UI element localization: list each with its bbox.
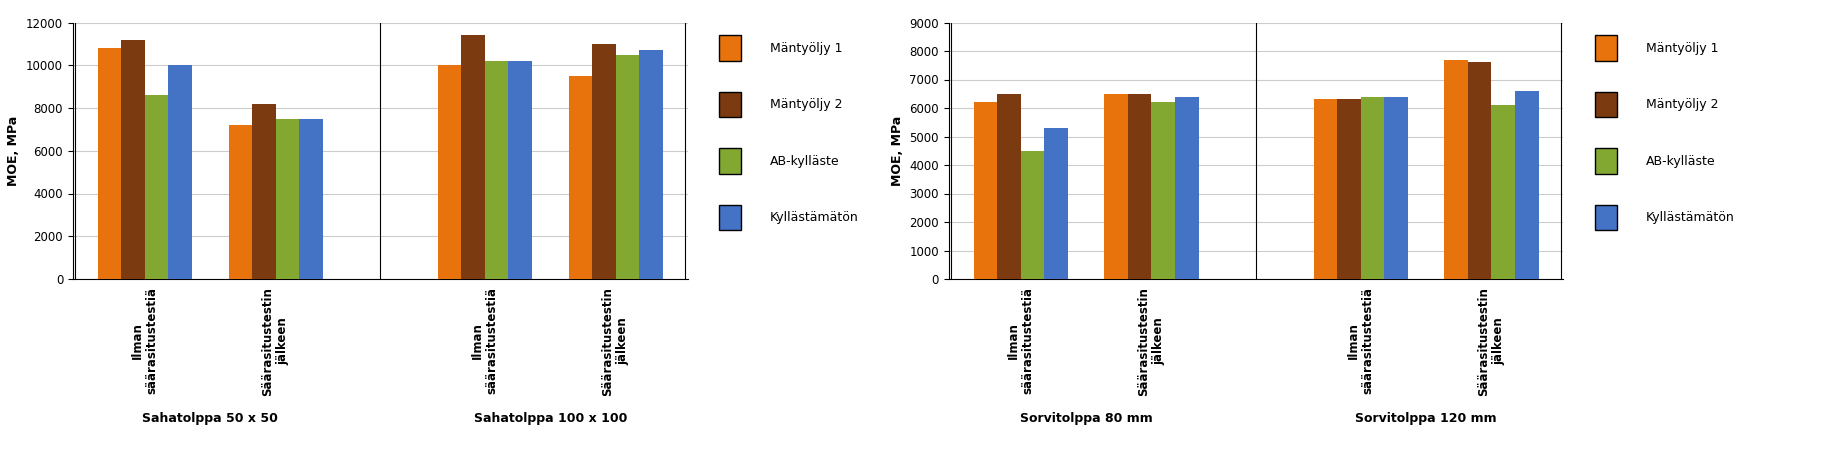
Bar <box>1175 97 1199 279</box>
Bar <box>485 61 508 279</box>
FancyBboxPatch shape <box>1596 92 1618 117</box>
Bar <box>973 102 997 279</box>
FancyBboxPatch shape <box>1596 148 1618 174</box>
Bar <box>1314 99 1337 279</box>
Bar <box>640 50 663 279</box>
Text: AB-kylläste: AB-kylläste <box>771 154 840 167</box>
Bar <box>251 104 275 279</box>
Bar <box>437 65 461 279</box>
Bar <box>299 119 322 279</box>
Text: AB-kylläste: AB-kylläste <box>1645 154 1715 167</box>
FancyBboxPatch shape <box>720 148 742 174</box>
Text: Mäntyöljy 2: Mäntyöljy 2 <box>771 98 842 111</box>
Bar <box>616 54 640 279</box>
Bar <box>1152 102 1175 279</box>
Bar <box>1020 151 1044 279</box>
Y-axis label: MOE, MPa: MOE, MPa <box>7 116 20 186</box>
FancyBboxPatch shape <box>1596 205 1618 230</box>
Text: Kyllästämätön: Kyllästämätön <box>1645 211 1735 224</box>
Bar <box>168 65 191 279</box>
FancyBboxPatch shape <box>720 92 742 117</box>
Text: Sorvitolppa 80 mm: Sorvitolppa 80 mm <box>1020 412 1153 425</box>
Bar <box>1385 97 1408 279</box>
Text: Sahatolppa 50 x 50: Sahatolppa 50 x 50 <box>142 412 279 425</box>
Bar <box>1104 94 1128 279</box>
FancyBboxPatch shape <box>720 205 742 230</box>
Bar <box>275 119 299 279</box>
Text: Mäntyöljy 1: Mäntyöljy 1 <box>771 42 842 54</box>
FancyBboxPatch shape <box>720 36 742 61</box>
Text: Sorvitolppa 120 mm: Sorvitolppa 120 mm <box>1356 412 1498 425</box>
Bar <box>1044 128 1068 279</box>
FancyBboxPatch shape <box>1596 36 1618 61</box>
Bar <box>1469 63 1492 279</box>
Bar <box>461 36 485 279</box>
Bar <box>592 44 616 279</box>
Bar <box>1361 97 1385 279</box>
Bar <box>98 48 122 279</box>
Bar <box>568 76 592 279</box>
Bar <box>122 40 144 279</box>
Bar <box>1445 59 1469 279</box>
Text: Mäntyöljy 2: Mäntyöljy 2 <box>1645 98 1718 111</box>
Bar <box>508 61 532 279</box>
Text: Kyllästämätön: Kyllästämätön <box>771 211 858 224</box>
Bar <box>1128 94 1152 279</box>
Bar <box>144 95 168 279</box>
Bar <box>1337 99 1361 279</box>
Bar <box>228 125 251 279</box>
Y-axis label: MOE, MPa: MOE, MPa <box>891 116 904 186</box>
Bar <box>1492 105 1516 279</box>
Bar <box>997 94 1020 279</box>
Bar <box>1516 91 1538 279</box>
Text: Sahatolppa 100 x 100: Sahatolppa 100 x 100 <box>474 412 627 425</box>
Text: Mäntyöljy 1: Mäntyöljy 1 <box>1645 42 1718 54</box>
